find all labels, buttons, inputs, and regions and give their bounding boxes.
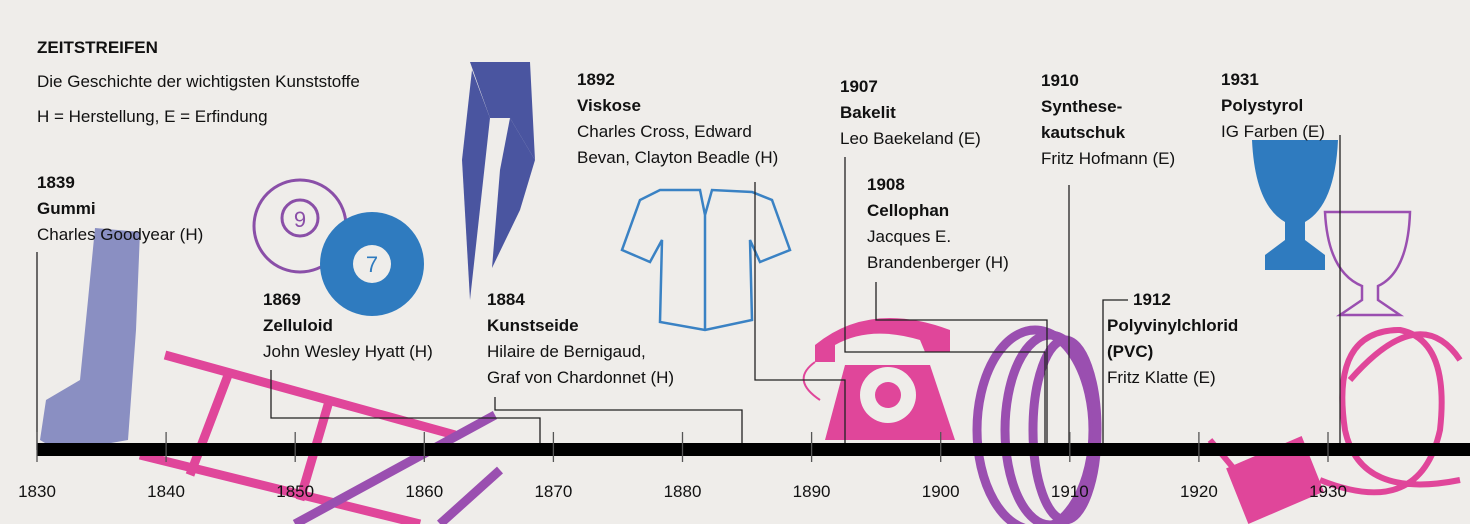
legend-note: H = Herstellung, E = Erfindung xyxy=(37,107,268,127)
ball-number: 7 xyxy=(366,252,378,277)
tick-label: 1880 xyxy=(664,482,702,502)
event-person: IG Farben (E) xyxy=(1221,119,1325,145)
tick-label: 1910 xyxy=(1051,482,1089,502)
event-person: John Wesley Hyatt (H) xyxy=(263,339,433,365)
event-name: Kunstseide xyxy=(487,313,674,339)
event-name: Polyvinylchlorid (PVC) xyxy=(1107,313,1238,365)
event-year: 1907 xyxy=(840,74,981,100)
film-icon xyxy=(295,415,500,524)
event-person: Hilaire de Bernigaud, Graf von Chardonne… xyxy=(487,339,674,391)
event-name: Bakelit xyxy=(840,100,981,126)
event-year: 1892 xyxy=(577,67,778,93)
event-year: 1869 xyxy=(263,287,433,313)
event-name: Viskose xyxy=(577,93,778,119)
tick-label: 1870 xyxy=(534,482,572,502)
tick-label: 1830 xyxy=(18,482,56,502)
cup-icon xyxy=(1252,140,1338,270)
page: 9 7 xyxy=(0,0,1470,524)
event-year: 1884 xyxy=(487,287,674,313)
event-name: Zelluloid xyxy=(263,313,433,339)
boot-icon xyxy=(40,228,140,452)
event-name: Polystyrol xyxy=(1221,93,1325,119)
tick-label: 1900 xyxy=(922,482,960,502)
tick-label: 1890 xyxy=(793,482,831,502)
event-year: 1908 xyxy=(867,172,1009,198)
event-year: 1931 xyxy=(1221,67,1325,93)
scarf-icon xyxy=(462,62,535,300)
cup-icon xyxy=(1325,212,1410,315)
axis-line xyxy=(37,443,1470,456)
event-person: Charles Goodyear (H) xyxy=(37,222,203,248)
tick-label: 1930 xyxy=(1309,482,1347,502)
tick-label: 1840 xyxy=(147,482,185,502)
event-name: Cellophan xyxy=(867,198,1009,224)
ball-number: 9 xyxy=(294,207,306,232)
tick-label: 1860 xyxy=(405,482,443,502)
event-year: 1839 xyxy=(37,170,203,196)
tick-label: 1920 xyxy=(1180,482,1218,502)
event-name: Synthese- kautschuk xyxy=(1041,94,1175,146)
event-year: 1912 xyxy=(1133,287,1238,313)
event-person: Leo Baekeland (E) xyxy=(840,126,981,152)
event-person: Fritz Hofmann (E) xyxy=(1041,146,1175,172)
subtitle: Die Geschichte der wichtigsten Kunststof… xyxy=(37,72,360,92)
event-person: Fritz Klatte (E) xyxy=(1107,365,1238,391)
event-person: Charles Cross, Edward Bevan, Clayton Bea… xyxy=(577,119,778,171)
event-name: Gummi xyxy=(37,196,203,222)
event-year: 1910 xyxy=(1041,68,1175,94)
telephone-icon xyxy=(804,318,955,440)
tick-label: 1850 xyxy=(276,482,314,502)
title: ZEITSTREIFEN xyxy=(37,38,158,58)
event-person: Jacques E. Brandenberger (H) xyxy=(867,224,1009,276)
